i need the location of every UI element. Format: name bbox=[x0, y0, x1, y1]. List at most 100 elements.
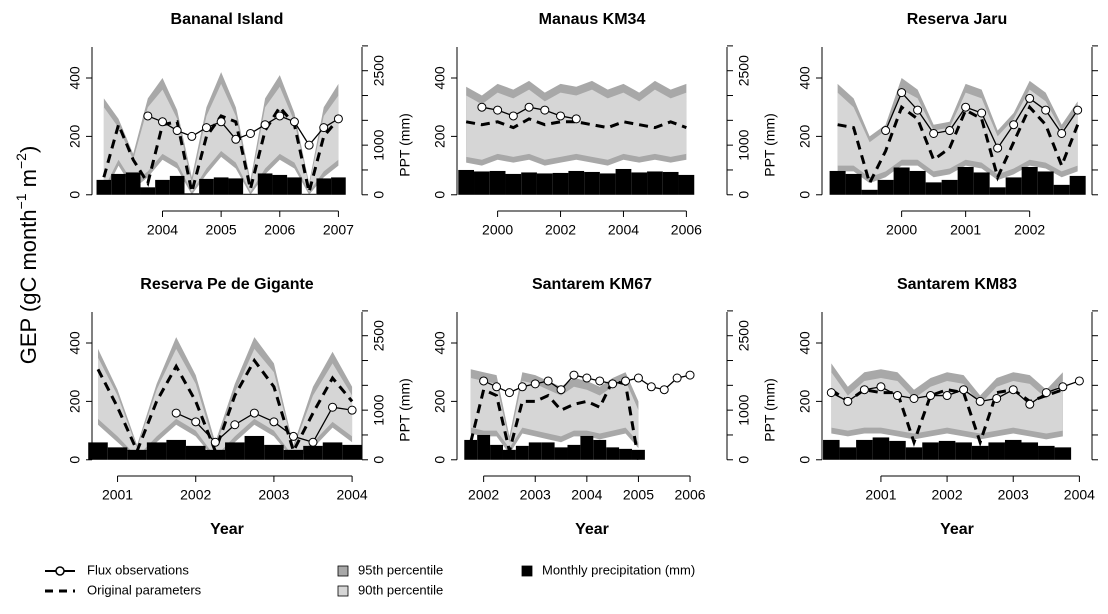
panel-title: Bananal Island bbox=[171, 11, 284, 28]
flux-point bbox=[517, 382, 527, 392]
y-tick-label: 200 bbox=[67, 389, 83, 413]
precip-bar bbox=[146, 442, 167, 460]
x-tick-label: 2005 bbox=[206, 222, 237, 238]
flux-point bbox=[881, 126, 891, 136]
flux-point bbox=[191, 417, 201, 427]
y2-tick-label: 2500 bbox=[736, 320, 752, 351]
y2-tick-label: 1000 bbox=[371, 394, 387, 425]
x-tick-label: 2007 bbox=[323, 222, 354, 238]
flux-point bbox=[493, 105, 503, 115]
y2-tick-label: 2500 bbox=[736, 55, 752, 86]
panel-title: Reserva Jaru bbox=[907, 11, 1008, 28]
percentile-band bbox=[837, 89, 1078, 178]
x-axis-label: Year bbox=[575, 521, 609, 538]
precip-bar bbox=[489, 170, 506, 195]
flux-point bbox=[993, 143, 1003, 153]
panel-title: Reserva Pe de Gigante bbox=[140, 276, 314, 293]
flux-point bbox=[1041, 105, 1051, 115]
flux-point bbox=[608, 379, 618, 389]
flux-point bbox=[556, 385, 566, 395]
y2-tick-label: 2500 bbox=[371, 55, 387, 86]
flux-point bbox=[504, 388, 514, 398]
precip-bar bbox=[615, 168, 632, 195]
y2-tick-label: 1000 bbox=[371, 129, 387, 160]
flux-point bbox=[201, 123, 211, 133]
x-tick-label: 2001 bbox=[950, 222, 981, 238]
y2-axis-label: PPT (mm) bbox=[397, 113, 413, 177]
x-tick-label: 2003 bbox=[520, 487, 551, 503]
y2-axis-label: PPT (mm) bbox=[762, 113, 778, 177]
precip-bar bbox=[515, 445, 529, 460]
precip-bar bbox=[1053, 184, 1070, 195]
precip-bar bbox=[554, 447, 568, 460]
precip-bar bbox=[941, 179, 958, 195]
precip-bar bbox=[96, 179, 112, 195]
legend-label: 90th percentile bbox=[358, 582, 443, 597]
precip-bar bbox=[458, 169, 475, 195]
y2-tick-label: 0 bbox=[736, 456, 752, 464]
y2-tick-label: 0 bbox=[736, 191, 752, 199]
y-tick-label: 200 bbox=[67, 124, 83, 148]
flux-point bbox=[926, 391, 936, 401]
precip-bar bbox=[316, 178, 332, 195]
flux-point bbox=[289, 117, 299, 127]
precip-bar bbox=[552, 172, 569, 195]
precip-bar bbox=[861, 189, 878, 195]
precip-bar bbox=[823, 439, 840, 460]
x-tick-label: 2002 bbox=[545, 222, 576, 238]
flux-point bbox=[1057, 128, 1067, 138]
flux-line bbox=[831, 380, 1080, 406]
y-tick-label: 0 bbox=[432, 191, 448, 199]
precip-bar bbox=[536, 173, 553, 195]
precip-bar bbox=[845, 173, 862, 195]
precip-bar bbox=[322, 442, 343, 460]
x-tick-label: 2002 bbox=[931, 487, 962, 503]
precip-bar bbox=[125, 172, 141, 195]
flux-point bbox=[975, 396, 985, 406]
y-axis-label: GEP (gC month−1 m−2) bbox=[13, 146, 41, 365]
flux-point bbox=[508, 111, 518, 121]
precip-bar bbox=[678, 174, 695, 195]
panel-title: Santarem KM67 bbox=[532, 276, 652, 293]
flux-point bbox=[859, 385, 869, 395]
y2-tick-label: 0 bbox=[371, 456, 387, 464]
y2-tick-label: 0 bbox=[371, 191, 387, 199]
y-tick-label: 400 bbox=[432, 66, 448, 90]
flux-point bbox=[524, 102, 534, 112]
x-tick-label: 2000 bbox=[886, 222, 917, 238]
flux-point bbox=[275, 111, 285, 121]
x-tick-label: 2003 bbox=[998, 487, 1029, 503]
precip-bar bbox=[301, 193, 317, 195]
y-tick-label: 400 bbox=[432, 331, 448, 355]
y-label-text: ) bbox=[16, 146, 41, 153]
precip-bar bbox=[938, 440, 956, 460]
precip-bar bbox=[474, 171, 490, 195]
flux-point bbox=[633, 373, 643, 383]
flux-point bbox=[569, 370, 579, 380]
precip-bar bbox=[856, 439, 873, 460]
flux-point bbox=[231, 134, 241, 144]
precip-bar bbox=[502, 449, 516, 460]
flux-point bbox=[595, 376, 605, 386]
y2-tick-label: 1000 bbox=[736, 129, 752, 160]
flux-point bbox=[269, 417, 279, 427]
legend-label: 95th percentile bbox=[358, 562, 443, 577]
precip-bar bbox=[872, 437, 890, 460]
flux-point bbox=[929, 128, 939, 138]
precip-bar bbox=[877, 179, 894, 195]
x-tick-label: 2003 bbox=[258, 487, 289, 503]
precip-bar bbox=[541, 442, 555, 460]
flux-point bbox=[945, 126, 955, 136]
precip-bar bbox=[127, 449, 147, 460]
legend-swatch bbox=[337, 565, 349, 577]
y2-axis-label: PPT (mm) bbox=[397, 378, 413, 442]
precip-bar bbox=[155, 179, 170, 195]
y-tick-label: 0 bbox=[797, 191, 813, 199]
flux-point bbox=[909, 393, 919, 403]
flux-point bbox=[143, 111, 153, 121]
flux-point bbox=[1074, 376, 1084, 386]
x-tick-label: 2001 bbox=[102, 487, 133, 503]
flux-point bbox=[288, 431, 298, 441]
precip-bar bbox=[1005, 177, 1022, 195]
precip-bar bbox=[283, 449, 304, 460]
